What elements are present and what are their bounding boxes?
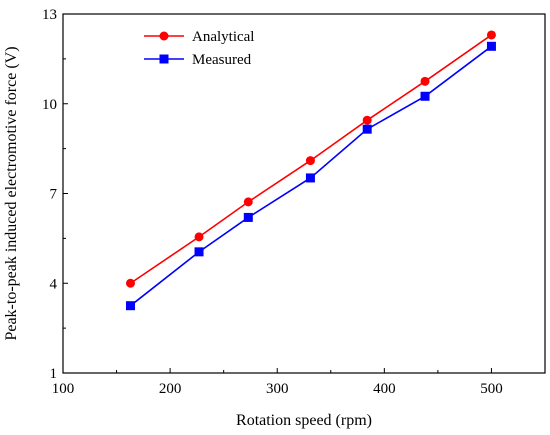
data-point [362,124,372,134]
x-axis-title: Rotation speed (rpm) [236,412,372,429]
x-tick-label: 500 [480,381,503,397]
legend: Analytical Measured [144,29,254,68]
y-tick-label: 7 [50,187,58,203]
y-tick-label: 1 [50,366,58,382]
data-point [243,197,253,207]
x-tick-label: 300 [266,381,289,397]
plot-frame [62,13,546,374]
data-point [420,76,430,86]
legend-marker-analytical [159,31,169,41]
data-point [486,30,496,40]
data-point [486,41,496,51]
data-point [125,278,135,288]
legend-label-analytical: Analytical [192,29,254,45]
series-layer [125,30,496,311]
x-tick-label: 400 [373,381,396,397]
data-point [243,212,253,222]
data-point [194,232,204,242]
data-point [125,301,135,311]
data-point [305,156,315,166]
data-point [362,115,372,125]
x-tick-label: 200 [159,381,182,397]
legend-marker-measured [159,54,169,64]
series-analytical [125,30,496,288]
data-point [305,173,315,183]
series-measured [125,41,496,311]
x-tick-label: 100 [52,381,75,397]
y-tick-label: 13 [42,7,57,23]
y-tick-label: 4 [50,276,58,292]
y-tick-label: 10 [42,97,57,113]
ticks-layer: 100 200 300 400 500 1 4 7 10 13 [42,7,503,397]
data-point [194,247,204,257]
data-point [420,91,430,101]
y-axis-title: Peak-to-peak induced electromotive force… [3,46,20,340]
legend-label-measured: Measured [192,52,252,68]
